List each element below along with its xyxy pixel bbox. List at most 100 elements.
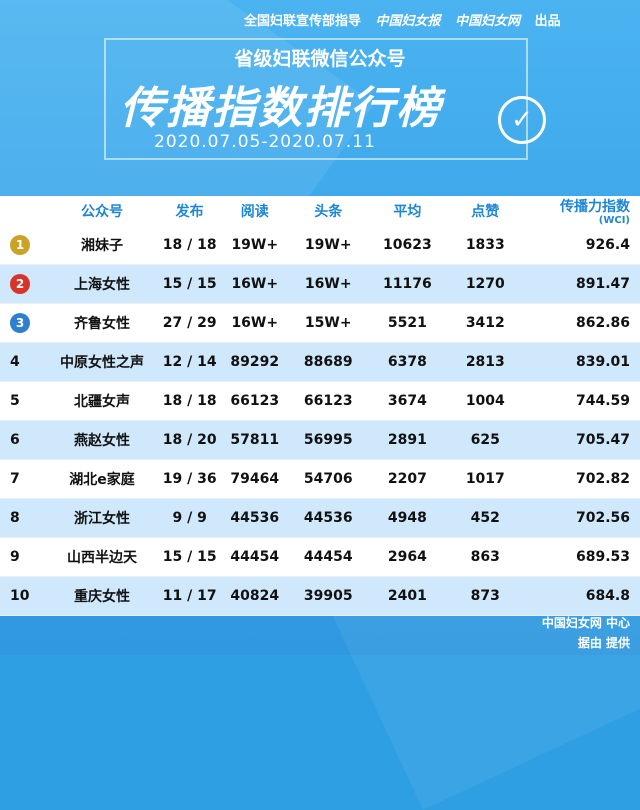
publish-cell: 18 / 18: [158, 381, 221, 421]
table-row: 9 山西半边天 15 / 15 44454 44454 2964 863 689.53: [0, 537, 640, 577]
like-cell: 1017: [447, 459, 524, 499]
rank-cell: 2: [0, 264, 46, 304]
average-cell: 6378: [367, 342, 448, 382]
header-subtitle: 省级妇联微信公众号: [234, 48, 406, 70]
column-header-read: 阅读: [220, 196, 290, 226]
headline-cell: 15W+: [289, 303, 368, 343]
average-cell: 2891: [367, 420, 448, 460]
footer-line-2: 据由 提供: [577, 636, 630, 650]
publish-cell: 12 / 14: [158, 342, 221, 382]
publish-cell: 15 / 15: [158, 264, 221, 304]
headline-cell: 19W+: [289, 226, 368, 265]
column-header-wci: 传播力指数 (WCI): [523, 196, 640, 226]
wci-cell: 705.47: [523, 420, 640, 460]
checkmark-icon: ✓: [498, 96, 546, 144]
wci-cell: 891.47: [523, 264, 640, 304]
account-name-cell: 北疆女声: [45, 381, 159, 421]
account-name-cell: 湘妹子: [45, 226, 159, 265]
account-name-cell: 上海女性: [45, 264, 159, 304]
account-name-cell: 湖北e家庭: [45, 459, 159, 499]
table-row: 8 浙江女性 9 / 9 44536 44536 4948 452 702.56: [0, 498, 640, 538]
average-cell: 11176: [367, 264, 448, 304]
rank-cell: 10: [0, 576, 46, 616]
account-name-cell: 齐鲁女性: [45, 303, 159, 343]
account-name-cell: 重庆女性: [45, 576, 159, 616]
average-cell: 4948: [367, 498, 448, 538]
like-cell: 3412: [447, 303, 524, 343]
wci-cell: 839.01: [523, 342, 640, 382]
column-header-like: 点赞: [447, 196, 524, 226]
account-name-cell: 中原女性之声: [45, 342, 159, 382]
ranking-table: 公众号 发布 阅读 头条 平均 点赞 传播力指数 (WCI) 1 湘妹子 18 / …: [0, 196, 640, 616]
read-cell: 57811: [220, 420, 290, 460]
guidance-text: 全国妇联宣传部指导: [244, 14, 362, 29]
wci-cell: 744.59: [523, 381, 640, 421]
wci-sublabel: (WCI): [598, 215, 630, 226]
date-range: 2020.07.05-2020.07.11: [154, 132, 376, 152]
brand-logo-newspaper: 中国妇女报: [375, 14, 441, 29]
account-name-cell: 燕赵女性: [45, 420, 159, 460]
rank-cell: 7: [0, 459, 46, 499]
column-header-average: 平均: [367, 196, 448, 226]
footer-line-1: 中国妇女网 中心: [541, 616, 630, 630]
wci-cell: 702.82: [523, 459, 640, 499]
publish-cell: 11 / 17: [158, 576, 221, 616]
read-cell: 79464: [220, 459, 290, 499]
publish-cell: 18 / 18: [158, 226, 221, 265]
rank-cell: 8: [0, 498, 46, 538]
publish-cell: 19 / 36: [158, 459, 221, 499]
publish-cell: 27 / 29: [158, 303, 221, 343]
like-cell: 1270: [447, 264, 524, 304]
rank-cell: 9: [0, 537, 46, 577]
table-row: 10 重庆女性 11 / 17 40824 39905 2401 873 684.8: [0, 576, 640, 616]
top-line: 全国妇联宣传部指导 中国妇女报 中国妇女网 出品: [244, 10, 571, 29]
column-header-headline: 头条: [289, 196, 368, 226]
column-header-publish: 发布: [158, 196, 221, 226]
like-cell: 625: [447, 420, 524, 460]
read-cell: 44454: [220, 537, 290, 577]
produce-text: 出品: [534, 14, 561, 29]
table-row: 7 湖北e家庭 19 / 36 79464 54706 2207 1017 702.82: [0, 459, 640, 499]
table-row: 1 湘妹子 18 / 18 19W+ 19W+ 10623 1833 926.4: [0, 226, 640, 265]
account-name-cell: 浙江女性: [45, 498, 159, 538]
read-cell: 19W+: [220, 226, 290, 265]
publish-cell: 9 / 9: [158, 498, 221, 538]
wci-cell: 702.56: [523, 498, 640, 538]
headline-cell: 66123: [289, 381, 368, 421]
table-row: 5 北疆女声 18 / 18 66123 66123 3674 1004 744.59: [0, 381, 640, 421]
rank-cell: 6: [0, 420, 46, 460]
like-cell: 873: [447, 576, 524, 616]
read-cell: 66123: [220, 381, 290, 421]
average-cell: 2401: [367, 576, 448, 616]
headline-cell: 88689: [289, 342, 368, 382]
like-cell: 1004: [447, 381, 524, 421]
wci-cell: 684.8: [523, 576, 640, 616]
publish-cell: 15 / 15: [158, 537, 221, 577]
headline-cell: 54706: [289, 459, 368, 499]
table-row: 4 中原女性之声 12 / 14 89292 88689 6378 2813 839.01: [0, 342, 640, 382]
medal-icon: 1: [10, 235, 30, 255]
account-name-cell: 山西半边天: [45, 537, 159, 577]
brand-logo-website: 中国妇女网: [455, 14, 521, 29]
rank-cell: 4: [0, 342, 46, 382]
wci-label: 传播力指数: [560, 199, 630, 215]
rank-cell: 3: [0, 303, 46, 343]
headline-cell: 39905: [289, 576, 368, 616]
wci-cell: 689.53: [523, 537, 640, 577]
headline-cell: 44536: [289, 498, 368, 538]
table-header-row: 公众号 发布 阅读 头条 平均 点赞 传播力指数 (WCI): [0, 196, 640, 226]
read-cell: 16W+: [220, 264, 290, 304]
like-cell: 452: [447, 498, 524, 538]
page-title: 传播指数排行榜: [120, 83, 442, 134]
medal-icon: 3: [10, 313, 30, 333]
read-cell: 89292: [220, 342, 290, 382]
column-header-rank: [0, 196, 46, 226]
medal-icon: 2: [10, 274, 30, 294]
average-cell: 5521: [367, 303, 448, 343]
average-cell: 10623: [367, 226, 448, 265]
publish-cell: 18 / 20: [158, 420, 221, 460]
like-cell: 1833: [447, 226, 524, 265]
read-cell: 44536: [220, 498, 290, 538]
like-cell: 863: [447, 537, 524, 577]
headline-cell: 16W+: [289, 264, 368, 304]
